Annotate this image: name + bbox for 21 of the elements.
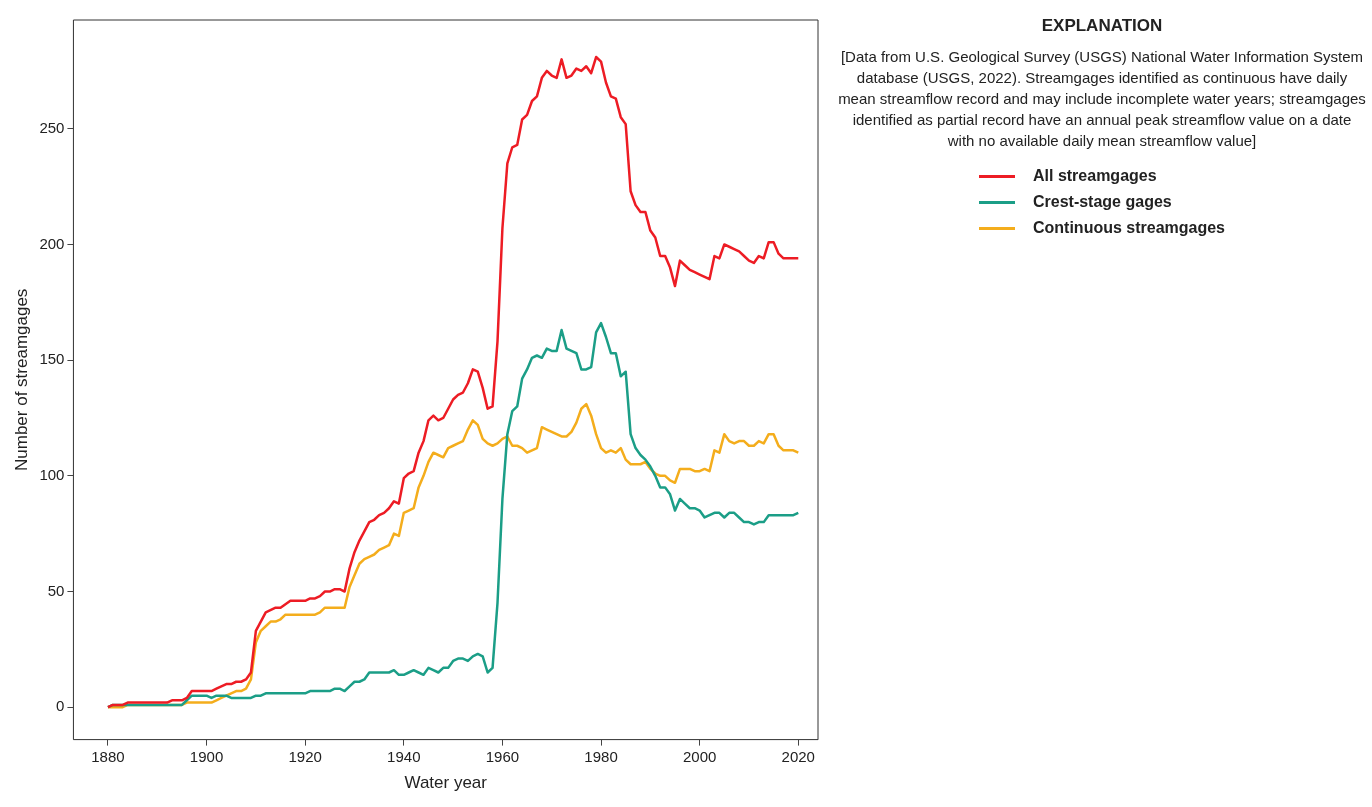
x-tick-label: 2000 (682, 747, 717, 765)
x-tick-label: 1900 (189, 747, 224, 765)
x-tick-label: 1940 (387, 747, 421, 765)
x-tick-label: 1880 (91, 747, 125, 765)
y-tick-label: 200 (39, 234, 65, 252)
y-tick-label: 150 (39, 350, 65, 368)
x-tick-label: 1960 (485, 747, 520, 765)
legend-label: Crest-stage gages (1032, 193, 1172, 211)
y-tick-label: 250 (39, 118, 65, 136)
y-tick-label: 100 (39, 465, 65, 483)
x-tick-label: 1920 (288, 747, 322, 765)
legend-label: Continuous streamgages (1032, 219, 1226, 237)
x-tick-label: 2020 (781, 747, 815, 765)
x-tick-label: 1980 (584, 747, 618, 765)
y-tick-label: 50 (47, 581, 65, 599)
text: [Data from U.S. Geological Survey (USGS) National Water Information System database (USGS, 2022). Streamgages identified as continuous have daily mean streamflow record and may include incomplete water years; streamgages identified as partial record have an annual peak streamflow value on a date with no available daily mean streamflow value] (838, 47, 1366, 151)
y-axis-title: Number of streamgages (11, 288, 31, 471)
y-tick-label: 0 (56, 697, 65, 715)
legend-title: EXPLANATION (1040, 16, 1164, 36)
legend-label: All streamgages (1032, 167, 1157, 185)
x-axis-title: Water year (404, 773, 488, 793)
